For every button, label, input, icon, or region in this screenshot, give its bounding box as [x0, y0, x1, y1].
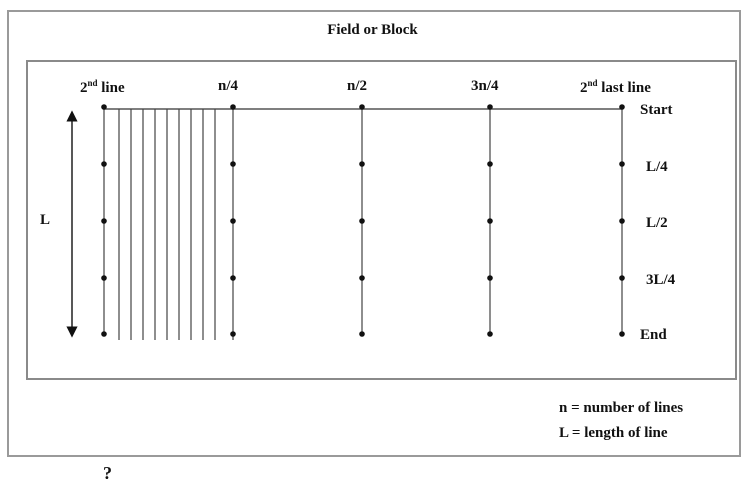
field-block-box [26, 60, 737, 380]
sample-point [359, 331, 365, 337]
sample-point [101, 218, 107, 224]
sample-point [230, 104, 236, 110]
sample-point [359, 275, 365, 281]
sample-point [359, 218, 365, 224]
label-3n-quarter: 3n/4 [471, 78, 499, 94]
label-l-quarter: L/4 [646, 159, 668, 175]
sample-point [101, 331, 107, 337]
footer-question-mark: ? [103, 463, 112, 483]
label-3l-quarter: 3L/4 [646, 272, 676, 288]
sample-point [487, 218, 493, 224]
legend-l-definition: L = length of line [559, 425, 668, 441]
sample-point [619, 161, 625, 167]
sample-point [230, 218, 236, 224]
sample-point [230, 161, 236, 167]
sample-point [101, 161, 107, 167]
sample-point [359, 161, 365, 167]
diagram-title: Field or Block [327, 22, 418, 38]
sample-point [101, 275, 107, 281]
label-second-line: 2nd line [80, 78, 125, 96]
label-start: Start [640, 102, 673, 118]
sample-point [230, 331, 236, 337]
label-l-half: L/2 [646, 215, 668, 231]
sample-point [487, 104, 493, 110]
sample-point [619, 104, 625, 110]
sample-point [487, 161, 493, 167]
sample-point [101, 104, 107, 110]
sample-point [487, 331, 493, 337]
sample-points [101, 104, 625, 337]
sample-point [359, 104, 365, 110]
sample-point [487, 275, 493, 281]
label-second-last-line: 2nd last line [580, 78, 651, 96]
sample-point [230, 275, 236, 281]
label-length: L [40, 212, 51, 228]
legend-n-definition: n = number of lines [559, 400, 684, 416]
sample-point [619, 331, 625, 337]
label-n-quarter: n/4 [218, 78, 239, 94]
sample-point [619, 218, 625, 224]
label-n-half: n/2 [347, 78, 368, 94]
outer-frame [7, 10, 741, 457]
label-end: End [640, 327, 667, 343]
sample-point [619, 275, 625, 281]
